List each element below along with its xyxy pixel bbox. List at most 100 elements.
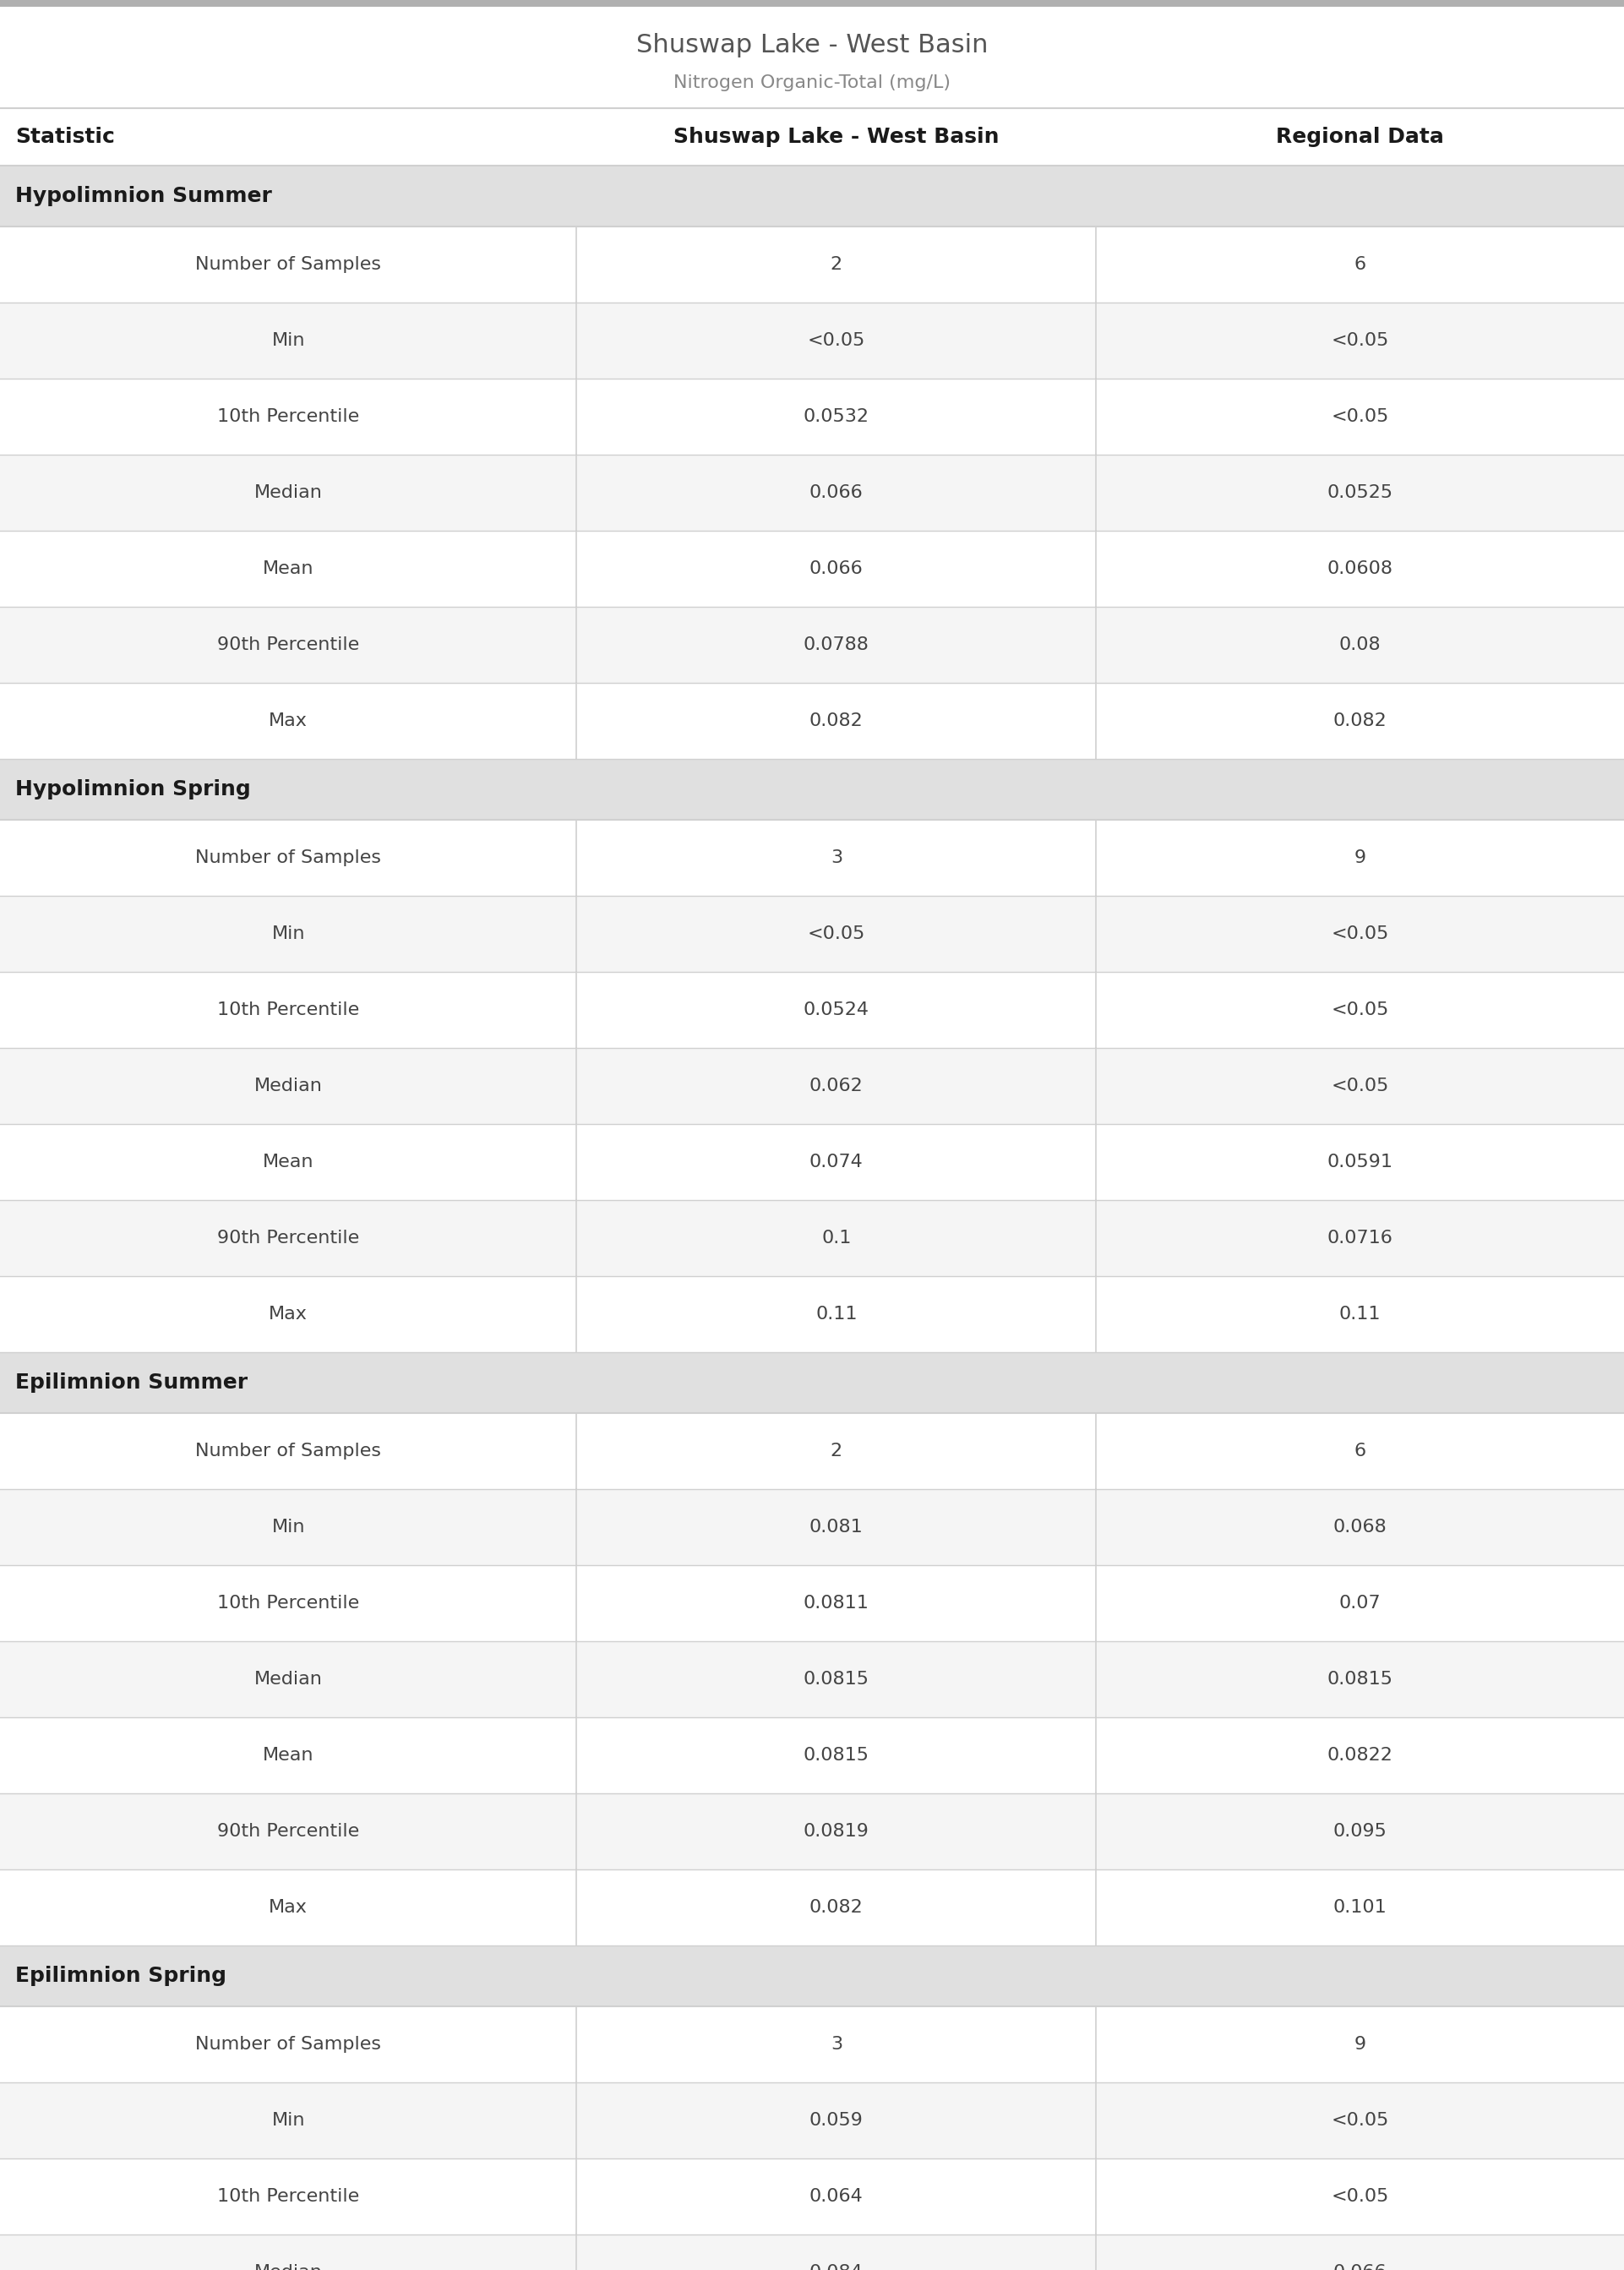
Bar — [0, 2007, 1624, 2082]
Text: 0.084: 0.084 — [809, 2263, 864, 2270]
Bar — [0, 1124, 1624, 1201]
Bar — [0, 166, 1624, 227]
Bar — [0, 302, 1624, 379]
Bar — [0, 1353, 1624, 1412]
Text: 0.0525: 0.0525 — [1327, 484, 1393, 502]
Text: 0.0608: 0.0608 — [1327, 561, 1393, 577]
Text: 0.0716: 0.0716 — [1327, 1230, 1393, 1246]
Text: Epilimnion Spring: Epilimnion Spring — [15, 1966, 226, 1986]
Bar — [0, 227, 1624, 302]
Text: 0.1: 0.1 — [822, 1230, 851, 1246]
Text: Hypolimnion Spring: Hypolimnion Spring — [15, 779, 250, 799]
Text: Min: Min — [271, 2111, 305, 2129]
Bar — [0, 7, 1624, 109]
Text: 0.0815: 0.0815 — [1327, 1671, 1393, 1687]
Bar — [0, 1718, 1624, 1793]
Bar — [0, 1489, 1624, 1566]
Text: 0.11: 0.11 — [815, 1305, 857, 1323]
Text: 0.0524: 0.0524 — [804, 1001, 869, 1019]
Bar — [0, 0, 1624, 7]
Bar — [0, 606, 1624, 683]
Text: 0.0811: 0.0811 — [804, 1596, 869, 1612]
Text: 6: 6 — [1354, 1444, 1366, 1460]
Text: Max: Max — [270, 1900, 307, 1916]
Text: 0.062: 0.062 — [809, 1078, 864, 1094]
Bar — [0, 897, 1624, 972]
Text: <0.05: <0.05 — [1332, 1078, 1389, 1094]
Text: 0.066: 0.066 — [1333, 2263, 1387, 2270]
Bar — [0, 2082, 1624, 2159]
Text: 0.0788: 0.0788 — [804, 636, 869, 654]
Text: Regional Data: Regional Data — [1276, 127, 1444, 148]
Text: 90th Percentile: 90th Percentile — [218, 636, 359, 654]
Text: 90th Percentile: 90th Percentile — [218, 1230, 359, 1246]
Text: Number of Samples: Number of Samples — [195, 849, 382, 867]
Text: 0.08: 0.08 — [1340, 636, 1380, 654]
Bar — [0, 109, 1624, 166]
Text: Mean: Mean — [263, 1153, 313, 1171]
Text: <0.05: <0.05 — [1332, 331, 1389, 350]
Text: Max: Max — [270, 1305, 307, 1323]
Text: Epilimnion Summer: Epilimnion Summer — [15, 1373, 248, 1394]
Text: <0.05: <0.05 — [1332, 2111, 1389, 2129]
Bar — [0, 683, 1624, 758]
Bar — [0, 1945, 1624, 2007]
Text: 0.0532: 0.0532 — [804, 409, 869, 424]
Text: <0.05: <0.05 — [1332, 1001, 1389, 1019]
Bar — [0, 1870, 1624, 1945]
Text: 0.0815: 0.0815 — [804, 1671, 869, 1687]
Bar — [0, 531, 1624, 606]
Bar — [0, 1412, 1624, 1489]
Text: 0.0591: 0.0591 — [1327, 1153, 1393, 1171]
Text: 10th Percentile: 10th Percentile — [218, 409, 359, 424]
Text: Shuswap Lake - West Basin: Shuswap Lake - West Basin — [637, 34, 987, 57]
Text: Min: Min — [271, 926, 305, 942]
Bar — [0, 1049, 1624, 1124]
Text: Median: Median — [253, 484, 323, 502]
Text: 0.066: 0.066 — [809, 561, 864, 577]
Text: 10th Percentile: 10th Percentile — [218, 2188, 359, 2204]
Bar — [0, 2159, 1624, 2234]
Text: Min: Min — [271, 331, 305, 350]
Bar — [0, 758, 1624, 819]
Text: Mean: Mean — [263, 1748, 313, 1764]
Text: <0.05: <0.05 — [807, 926, 866, 942]
Text: 0.0815: 0.0815 — [804, 1748, 869, 1764]
Text: 0.064: 0.064 — [809, 2188, 864, 2204]
Bar — [0, 1276, 1624, 1353]
Text: 0.101: 0.101 — [1333, 1900, 1387, 1916]
Text: <0.05: <0.05 — [1332, 2188, 1389, 2204]
Text: 10th Percentile: 10th Percentile — [218, 1596, 359, 1612]
Text: <0.05: <0.05 — [1332, 926, 1389, 942]
Text: 9: 9 — [1354, 849, 1366, 867]
Text: 6: 6 — [1354, 257, 1366, 272]
Bar — [0, 972, 1624, 1049]
Text: Number of Samples: Number of Samples — [195, 257, 382, 272]
Text: 10th Percentile: 10th Percentile — [218, 1001, 359, 1019]
Text: Min: Min — [271, 1519, 305, 1535]
Bar — [0, 1641, 1624, 1718]
Text: 0.066: 0.066 — [809, 484, 864, 502]
Text: Max: Max — [270, 713, 307, 729]
Text: Number of Samples: Number of Samples — [195, 2036, 382, 2052]
Text: 0.0819: 0.0819 — [804, 1823, 869, 1839]
Text: 2: 2 — [830, 1444, 843, 1460]
Bar — [0, 1201, 1624, 1276]
Text: 0.082: 0.082 — [809, 713, 864, 729]
Text: 0.068: 0.068 — [1333, 1519, 1387, 1535]
Bar — [0, 1566, 1624, 1641]
Text: Median: Median — [253, 1671, 323, 1687]
Bar — [0, 379, 1624, 454]
Text: 0.07: 0.07 — [1340, 1596, 1380, 1612]
Text: 0.082: 0.082 — [809, 1900, 864, 1916]
Text: <0.05: <0.05 — [1332, 409, 1389, 424]
Bar — [0, 819, 1624, 897]
Text: <0.05: <0.05 — [807, 331, 866, 350]
Text: 0.081: 0.081 — [809, 1519, 864, 1535]
Text: Hypolimnion Summer: Hypolimnion Summer — [15, 186, 271, 207]
Text: 3: 3 — [830, 849, 843, 867]
Text: Mean: Mean — [263, 561, 313, 577]
Text: 0.059: 0.059 — [809, 2111, 864, 2129]
Text: 3: 3 — [830, 2036, 843, 2052]
Bar — [0, 1793, 1624, 1870]
